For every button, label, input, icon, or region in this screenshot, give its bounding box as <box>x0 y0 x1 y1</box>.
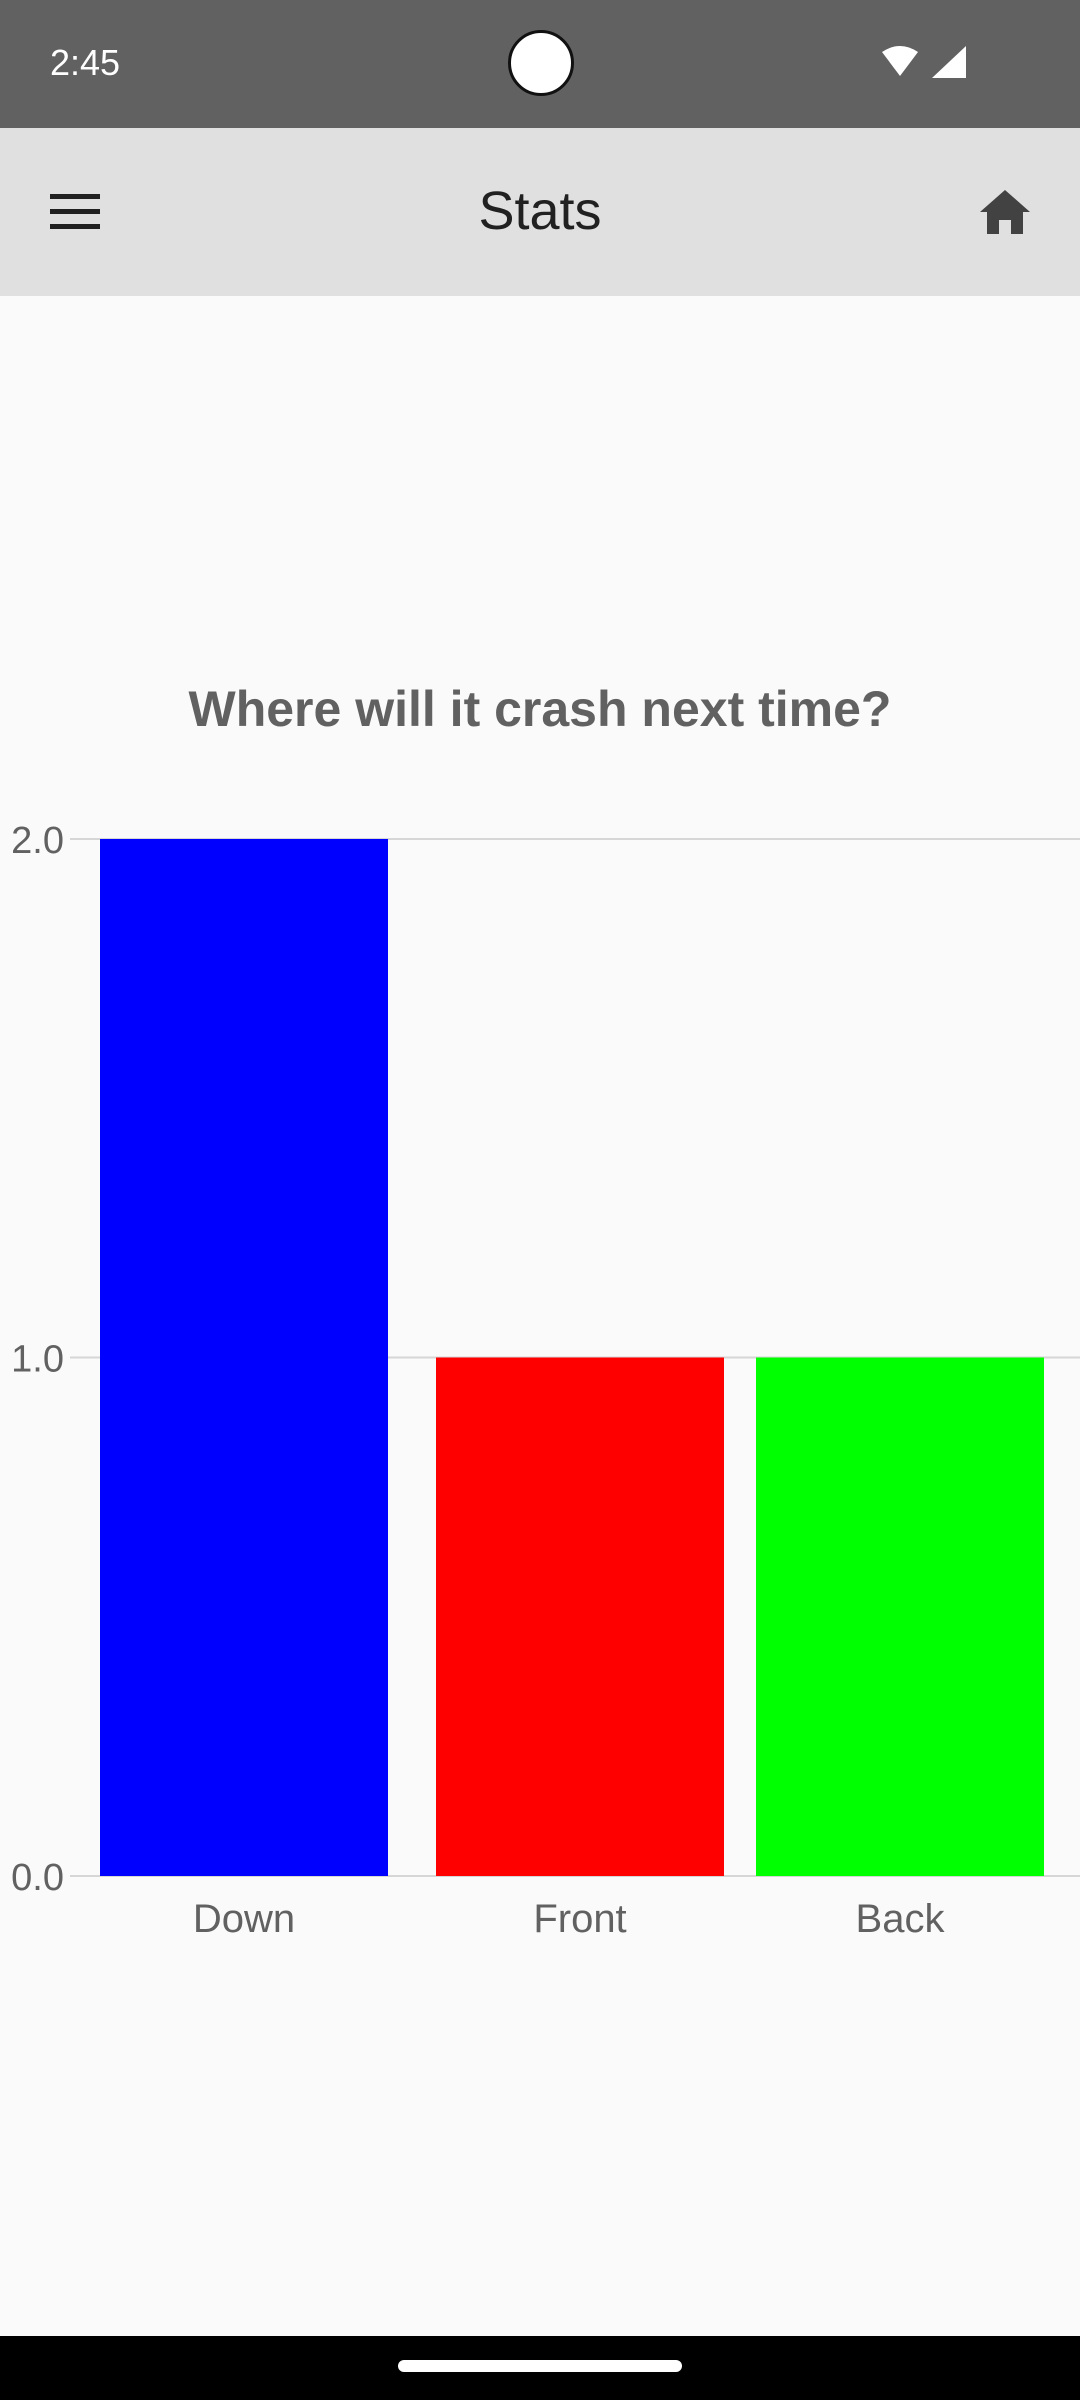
wifi-icon <box>882 46 918 76</box>
home-icon <box>980 190 1030 234</box>
y-tick-label: 1.0 <box>11 1339 64 1381</box>
x-tick-label: Front <box>533 1897 626 1941</box>
chart-area: Where will it crash next time? 0.0 1.0 2.0… <box>0 296 1080 2336</box>
home-gesture-handle[interactable] <box>398 2360 682 2372</box>
cellular-signal-icon <box>932 46 966 78</box>
y-tick-label: 2.0 <box>11 820 64 862</box>
y-tick-label: 0.0 <box>11 1857 64 1899</box>
page-title: Stats <box>478 181 602 241</box>
hamburger-menu-icon <box>50 194 100 229</box>
x-tick-label: Down <box>193 1897 295 1941</box>
status-icons <box>882 46 966 78</box>
app-bar: Stats <box>0 128 1080 296</box>
bar-down <box>100 839 388 1876</box>
home-button[interactable] <box>960 172 1050 252</box>
navigation-bar <box>0 2336 1080 2400</box>
bar-front <box>436 1357 724 1876</box>
bar-chart: 0.0 1.0 2.0 Down Front Back <box>11 820 1080 1941</box>
status-bar: 2:45 <box>0 0 1080 128</box>
chart-title: Where will it crash next time? <box>188 681 892 737</box>
bar-back <box>756 1357 1044 1876</box>
status-time: 2:45 <box>50 42 121 83</box>
x-tick-label: Back <box>856 1897 946 1941</box>
menu-button[interactable] <box>30 172 120 252</box>
camera-cutout <box>508 30 574 96</box>
